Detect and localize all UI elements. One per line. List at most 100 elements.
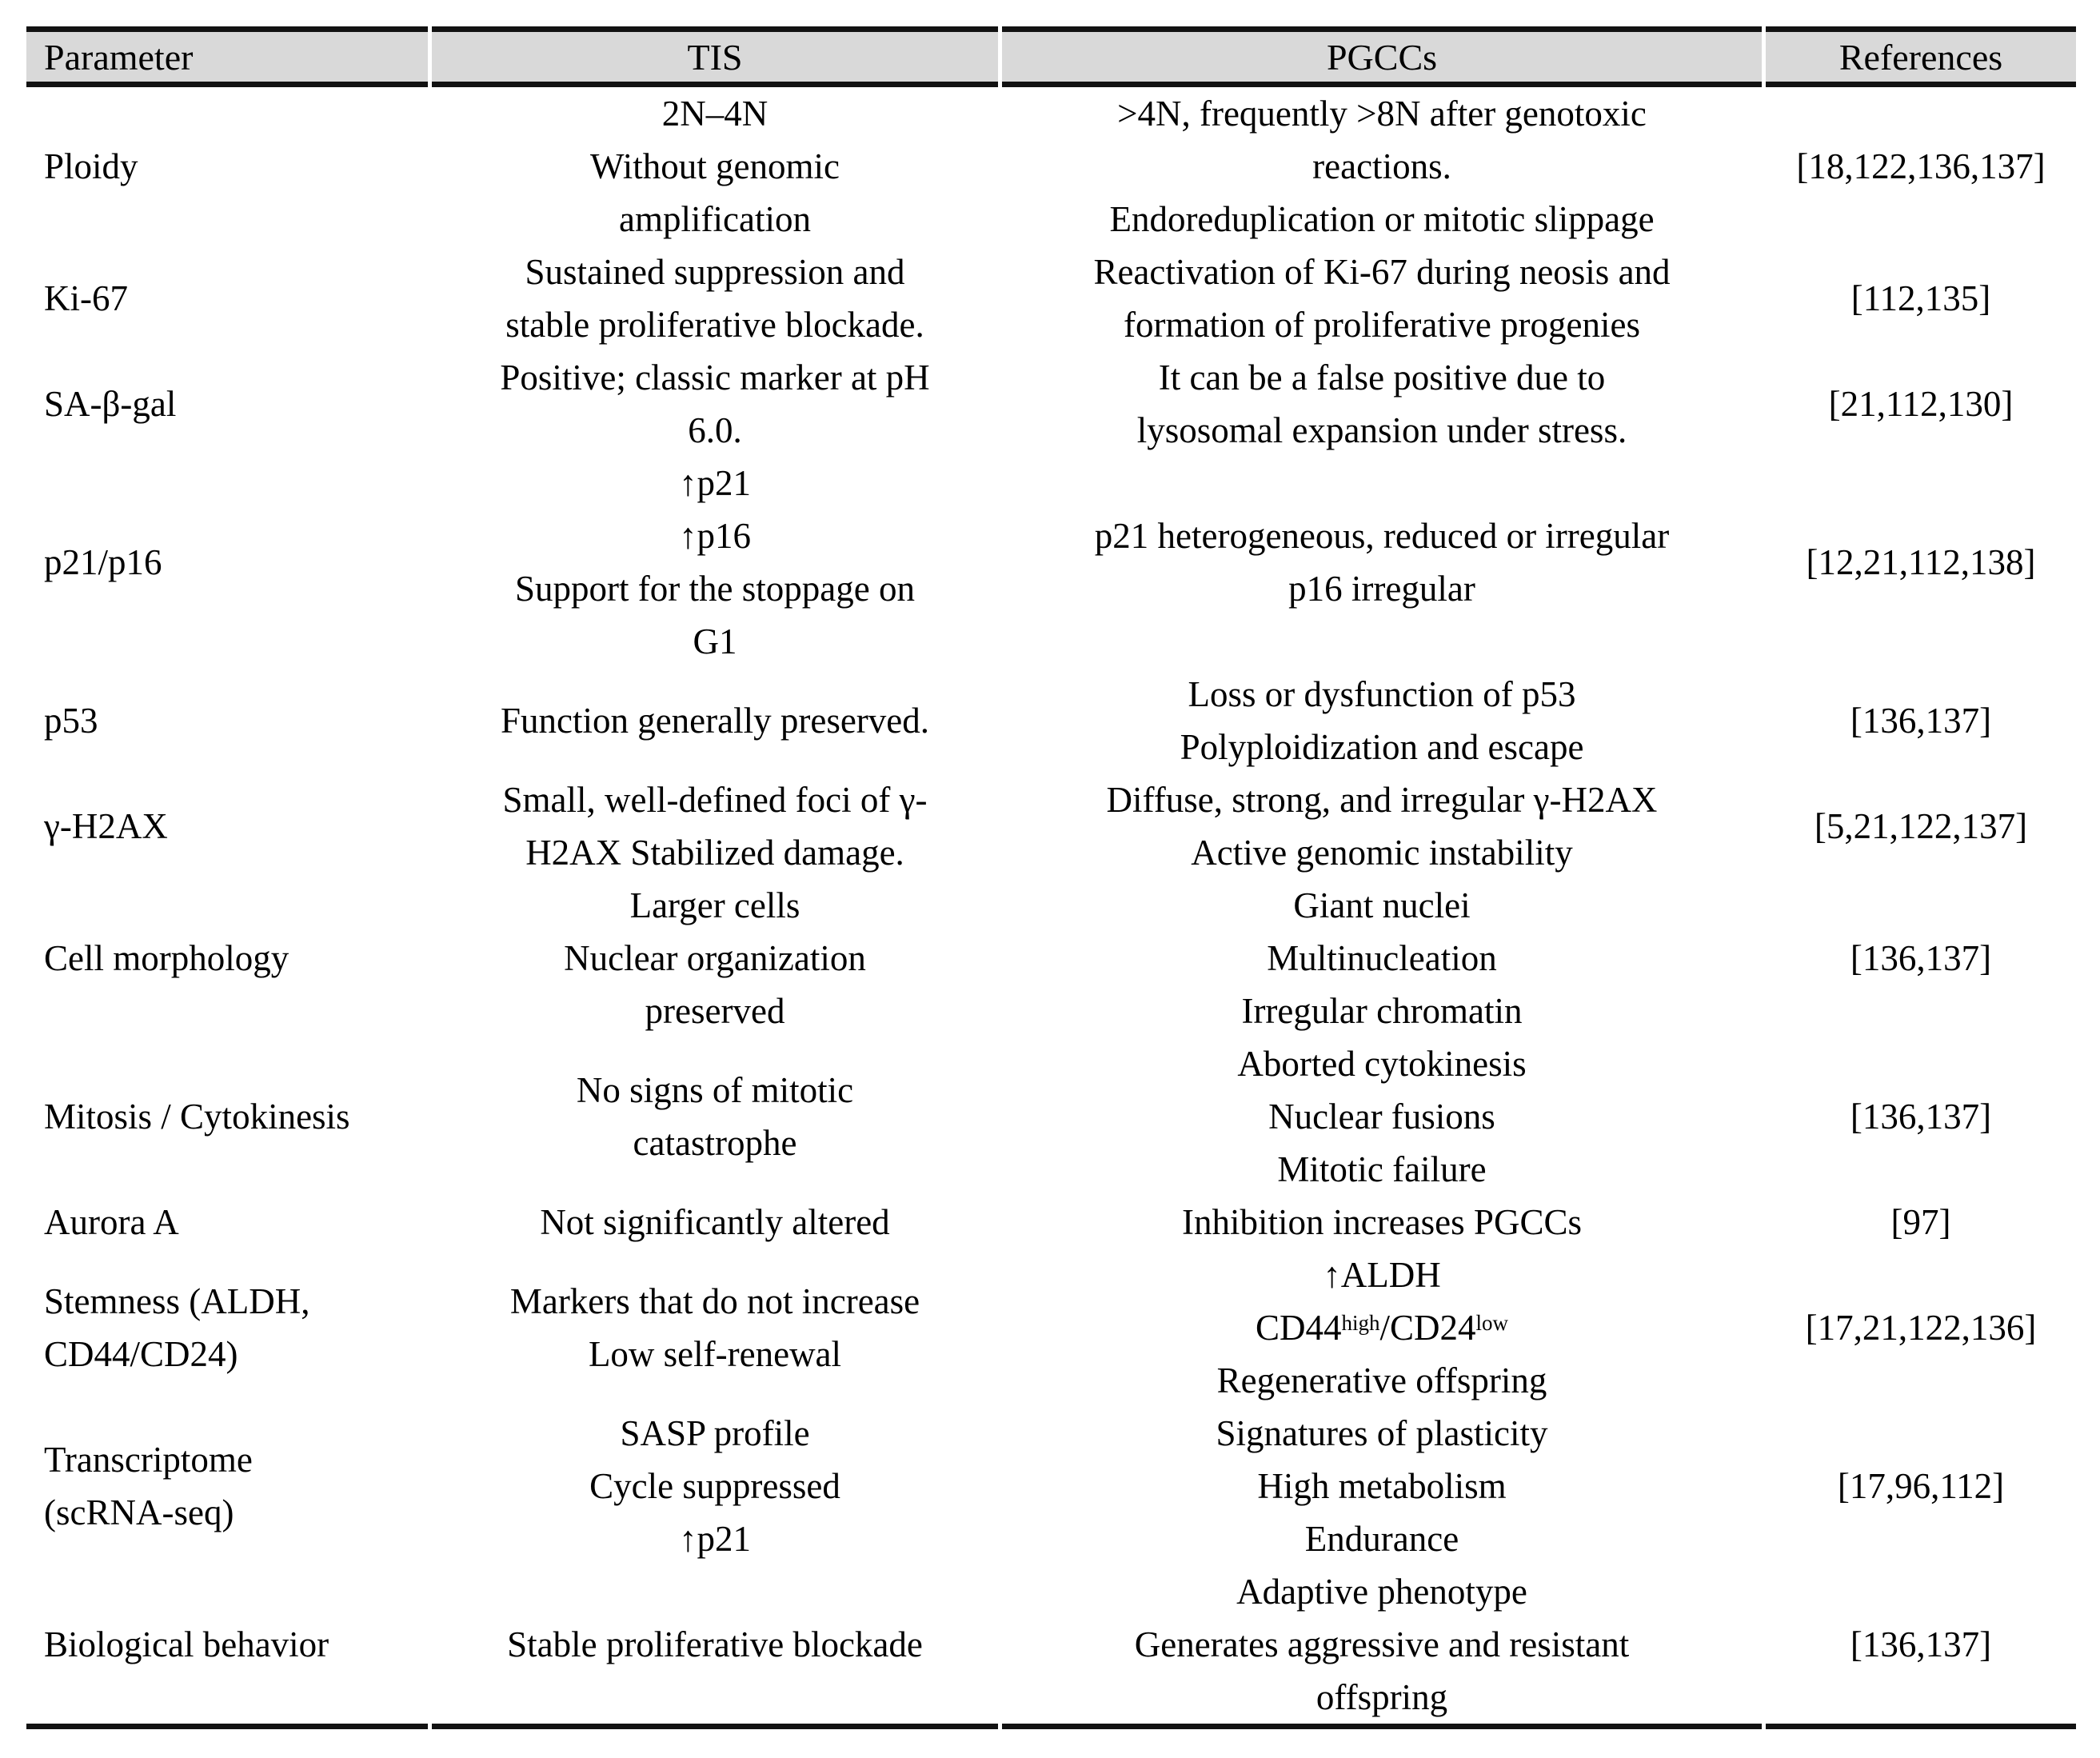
tis-line: No signs of mitotic (576, 1070, 854, 1110)
column-header-parameter: Parameter (26, 26, 428, 87)
param-line: Biological behavior (44, 1624, 329, 1664)
pgcc-line: Giant nuclei (1293, 885, 1471, 925)
refs-text: [112,135] (1850, 278, 1991, 318)
pgcc-line: Mitotic failure (1277, 1149, 1487, 1189)
param-line: Stemness (ALDH, (44, 1281, 310, 1321)
param-line: Transcriptome (44, 1440, 253, 1480)
tis-cell: Positive; classic marker at pH 6.0. (432, 351, 998, 457)
tis-line: Stable proliferative blockade (507, 1624, 923, 1664)
param-line: Ploidy (44, 146, 138, 186)
tis-line: G1 (693, 621, 737, 661)
pgcc-cell: Loss or dysfunction of p53 Polyploidizati… (1002, 668, 1762, 773)
pgcc-line: Polyploidization and escape (1180, 727, 1584, 767)
pgcc-line: Reactivation of Ki-67 during neosis and (1093, 252, 1671, 292)
superscript-text: high (1341, 1310, 1380, 1335)
refs-cell: [136,137] (1766, 668, 2076, 773)
pgcc-line: Regenerative offspring (1216, 1360, 1547, 1400)
tis-line: Markers that do not increase (509, 1281, 920, 1321)
tis-line: Low self-renewal (588, 1334, 842, 1374)
pgcc-cell: Reactivation of Ki-67 during neosis and f… (1002, 246, 1762, 351)
segment-text: /CD24 (1379, 1308, 1476, 1348)
pgcc-cell: Diffuse, strong, and irregular γ-H2AX Act… (1002, 773, 1762, 879)
tis-line: Small, well-defined foci of γ- (502, 780, 928, 820)
tis-cell: Not significantly altered (432, 1196, 998, 1249)
refs-text: [97] (1890, 1202, 1951, 1242)
pgcc-line: Adaptive phenotype (1236, 1572, 1527, 1612)
tis-cell: Sustained suppression and stable prolifer… (432, 246, 998, 351)
tis-cell: Small, well-defined foci of γ- H2AX Stabi… (432, 773, 998, 879)
tis-cell: 2N–4N Without genomic amplification (432, 87, 998, 246)
pgcc-line: Active genomic instability (1191, 833, 1573, 873)
column-header-pgccs: PGCCs (1002, 26, 1762, 87)
pgcc-line: Multinucleation (1267, 938, 1497, 978)
tis-line: 2N–4N (661, 94, 769, 134)
param-line: Ki-67 (44, 278, 128, 318)
param-cell: Stemness (ALDH, CD44/CD24) (26, 1249, 428, 1407)
pgcc-line: >4N, frequently >8N after genotoxic (1117, 94, 1647, 134)
pgcc-line: It can be a false positive due to (1158, 358, 1606, 398)
param-cell: Cell morphology (26, 879, 428, 1037)
pgcc-line: p16 irregular (1288, 569, 1475, 609)
param-line: (scRNA-seq) (44, 1492, 234, 1532)
tis-line: amplification (619, 199, 811, 239)
pgcc-line: p21 heterogeneous, reduced or irregular (1094, 516, 1670, 556)
refs-cell: [112,135] (1766, 246, 2076, 351)
param-line: Mitosis / Cytokinesis (44, 1097, 350, 1137)
refs-text: [136,137] (1850, 701, 1992, 741)
pgcc-line: Inhibition increases PGCCs (1182, 1202, 1582, 1242)
tis-line: SASP profile (620, 1413, 810, 1453)
tis-line: Sustained suppression and (525, 252, 905, 292)
tis-cell: Markers that do not increase Low self-ren… (432, 1249, 998, 1407)
refs-text: [5,21,122,137] (1814, 806, 2028, 846)
pgcc-cell: Aborted cytokinesis Nuclear fusions Mitoti… (1002, 1037, 1762, 1196)
pgcc-line: Aborted cytokinesis (1237, 1044, 1527, 1084)
tis-cell: SASP profile Cycle suppressed ↑p21 (432, 1407, 998, 1565)
param-cell: Biological behavior (26, 1565, 428, 1729)
param-line: Aurora A (44, 1202, 179, 1242)
tis-line: stable proliferative blockade. (505, 305, 924, 345)
refs-cell: [17,21,122,136] (1766, 1249, 2076, 1407)
comparison-table: Parameter TIS PGCCs References Ploidy 2N–… (26, 26, 2076, 1729)
refs-text: [17,96,112] (1837, 1466, 2005, 1506)
column-header-references: References (1766, 26, 2076, 87)
pgcc-line: ↑ALDH (1323, 1255, 1441, 1295)
pgcc-line: offspring (1315, 1677, 1448, 1717)
param-cell: Aurora A (26, 1196, 428, 1249)
pgcc-line: formation of proliferative progenies (1123, 305, 1641, 345)
tis-line: 6.0. (688, 410, 742, 450)
tis-line: Function generally preserved. (500, 701, 930, 741)
param-line: SA-β-gal (44, 384, 177, 424)
param-line: γ-H2AX (44, 806, 168, 846)
tis-line: preserved (645, 991, 785, 1031)
pgcc-cell: >4N, frequently >8N after genotoxic react… (1002, 87, 1762, 246)
tis-line: Support for the stoppage on (515, 569, 915, 609)
pgcc-line: lysosomal expansion under stress. (1136, 410, 1627, 450)
refs-text: [12,21,112,138] (1806, 542, 2036, 582)
tis-line: catastrophe (633, 1123, 797, 1163)
refs-text: [136,137] (1850, 938, 1992, 978)
pgcc-cell: Giant nuclei Multinucleation Irregular chr… (1002, 879, 1762, 1037)
refs-cell: [5,21,122,137] (1766, 773, 2076, 879)
tis-cell: Function generally preserved. (432, 668, 998, 773)
refs-cell: [136,137] (1766, 879, 2076, 1037)
pgcc-cell: Adaptive phenotype Generates aggressive a… (1002, 1565, 1762, 1729)
pgcc-line: reactions. (1312, 146, 1451, 186)
param-cell: γ-H2AX (26, 773, 428, 879)
param-line: p53 (44, 701, 98, 741)
tis-line: ↑p16 (679, 516, 751, 556)
refs-cell: [136,137] (1766, 1565, 2076, 1729)
param-cell: Transcriptome (scRNA-seq) (26, 1407, 428, 1565)
refs-cell: [12,21,112,138] (1766, 457, 2076, 668)
refs-cell: [18,122,136,137] (1766, 87, 2076, 246)
param-cell: Mitosis / Cytokinesis (26, 1037, 428, 1196)
tis-line: ↑p21 (679, 1519, 751, 1559)
segment-text: CD44 (1255, 1308, 1342, 1348)
param-cell: Ploidy (26, 87, 428, 246)
refs-text: [136,137] (1850, 1624, 1992, 1664)
refs-text: [136,137] (1850, 1097, 1992, 1137)
param-line: p21/p16 (44, 542, 162, 582)
tis-line: ↑p21 (679, 463, 751, 503)
tis-cell: Larger cells Nuclear organization preserve… (432, 879, 998, 1037)
pgcc-line: Generates aggressive and resistant (1134, 1624, 1630, 1664)
